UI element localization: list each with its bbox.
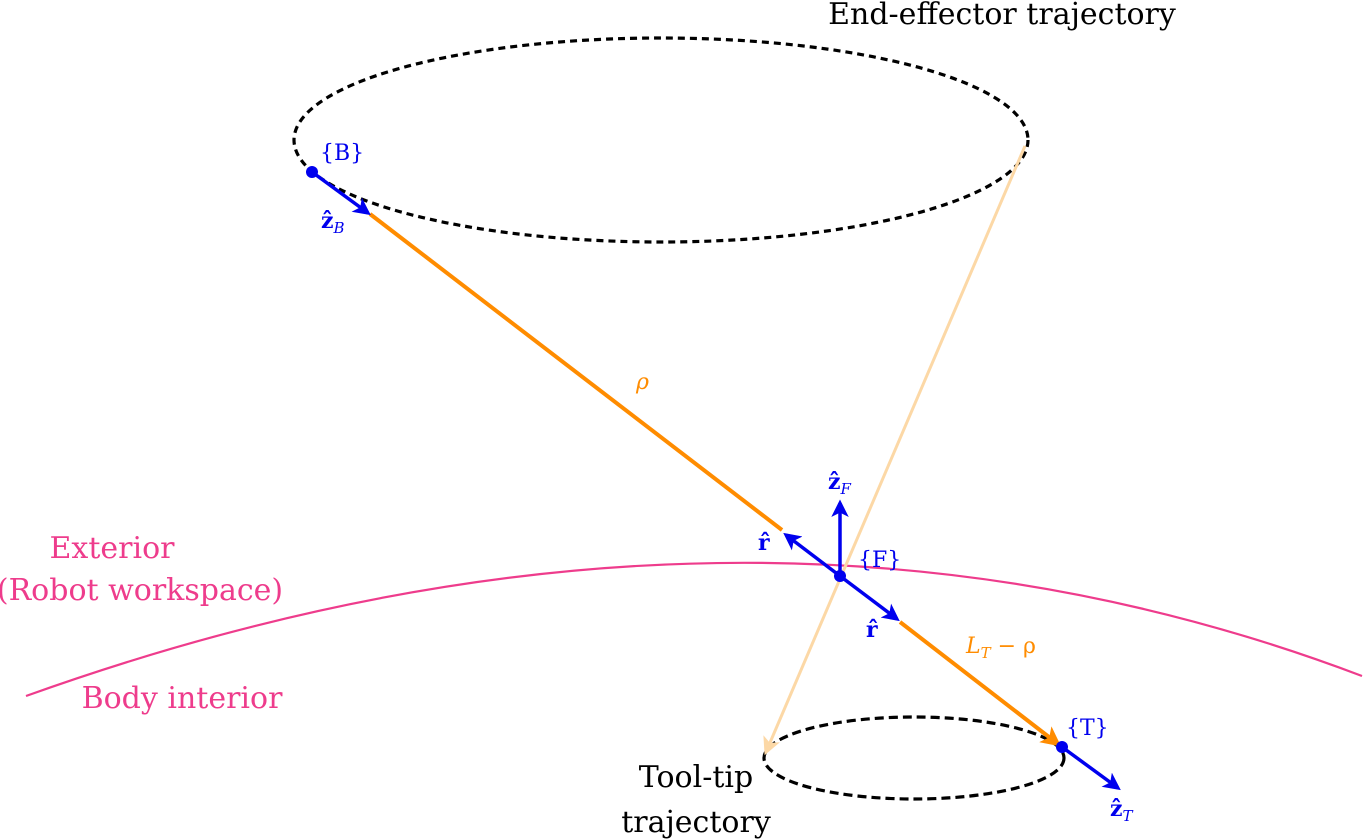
z-t-arrow <box>1060 745 1121 791</box>
frame-f-label: {F} <box>858 548 901 573</box>
z-t-label: ẑT <box>1110 796 1134 825</box>
exterior-label-line1: Exterior <box>50 531 176 566</box>
frame-f-point <box>834 570 846 582</box>
end-effector-trajectory-label: End-effector trajectory <box>828 0 1176 32</box>
body-surface-curve <box>25 561 1363 698</box>
r-hat-down-label: r̂ <box>866 617 878 643</box>
r-hat-up-label: r̂ <box>758 530 770 556</box>
frame-b-label: {B} <box>320 141 364 166</box>
z-f-label: ẑF <box>828 469 852 498</box>
tool-tip-trajectory-label-line1: Tool-tip <box>639 760 753 795</box>
lt-minus-rho-label: LT − ρ <box>965 634 1036 662</box>
frame-t-point <box>1056 741 1068 753</box>
frame-b-point <box>306 166 318 178</box>
body-interior-label: Body interior <box>82 681 284 716</box>
tool-tip-trajectory-label-line2: trajectory <box>621 805 771 839</box>
z-b-arrow <box>310 170 371 216</box>
frame-t-label: {T} <box>1066 716 1109 741</box>
end-effector-trajectory-ellipse <box>292 36 1030 244</box>
lt-minus-rho-segment <box>898 620 1062 747</box>
r-hat-down-arrow <box>838 574 900 622</box>
tool-tip-trajectory-ellipse <box>762 715 1066 801</box>
faded-tool-line <box>763 145 1027 756</box>
rho-segment <box>368 212 784 532</box>
z-b-label: ẑB <box>321 208 345 237</box>
rho-label: ρ <box>635 370 649 395</box>
exterior-label-line2: (Robot workspace) <box>0 573 283 608</box>
r-hat-up-arrow <box>783 532 842 578</box>
